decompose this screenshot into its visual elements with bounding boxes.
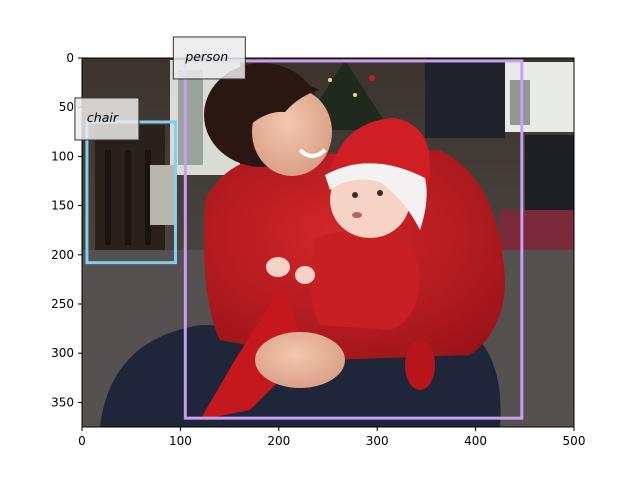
y-tick-label: 350: [51, 395, 74, 409]
y-axis: 0 50 100 150 200 250 300 350: [51, 51, 82, 409]
y-tick-label: 100: [51, 149, 74, 163]
axes-frame: [81, 57, 575, 428]
photo: [82, 58, 574, 427]
x-tick-label: 400: [464, 434, 487, 448]
y-tick-label: 200: [51, 248, 74, 262]
detection-label-box: [172, 36, 246, 80]
y-tick-label: 0: [66, 51, 74, 65]
x-tick-label: 300: [366, 434, 389, 448]
x-tick-label: 500: [563, 434, 586, 448]
detection-label: person: [184, 49, 228, 64]
detection-chair: chair: [74, 97, 177, 265]
x-tick-label: 100: [169, 434, 192, 448]
detection-label: chair: [87, 110, 119, 125]
detection-label-box: [74, 97, 140, 141]
detections: person chair: [74, 36, 524, 420]
y-tick-label: 50: [59, 100, 74, 114]
y-tick-label: 250: [51, 297, 74, 311]
detection-box: [183, 59, 524, 420]
x-tick-label: 200: [267, 434, 290, 448]
x-tick-label: 0: [78, 434, 86, 448]
y-tick-label: 150: [51, 199, 74, 213]
x-axis: 0 100 200 300 400 500: [78, 427, 585, 448]
y-tick-label: 300: [51, 346, 74, 360]
detection-person: person: [172, 36, 524, 420]
